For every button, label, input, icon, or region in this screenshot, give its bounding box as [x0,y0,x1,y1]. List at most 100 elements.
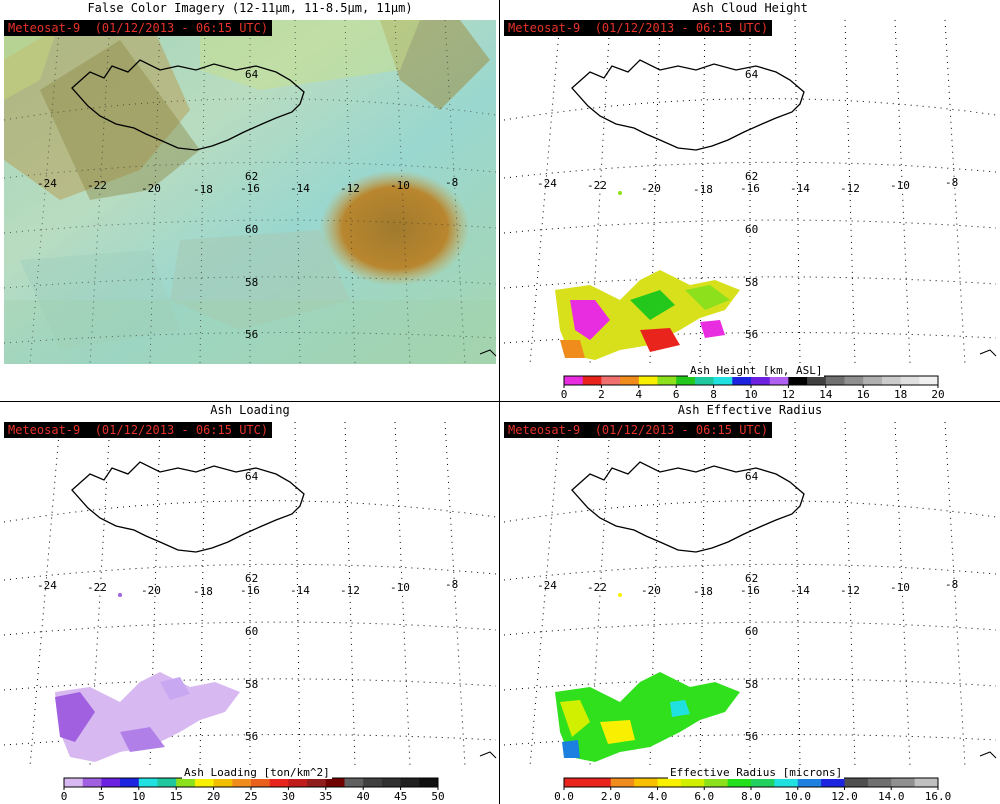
lon-label: -16 [240,182,260,195]
lon-label: -24 [37,579,57,592]
panel-title: Ash Effective Radius [677,403,823,417]
ash-radius-panel: 0.0 2.0 4.0 6.0 8.0 10.0 12.0 14.0 16.0 Ash Effe… [500,402,1000,804]
lat-label: 58 [745,678,759,691]
panel-divider-vertical [499,0,500,804]
colorbar-tick-label: 2.0 [601,790,621,803]
colorbar-swatch [676,376,696,385]
colorbar-tick-label: 8.0 [741,790,761,803]
colorbar-tick-label: 2 [598,388,605,401]
colorbar-swatch [919,376,939,385]
colorbar-tick-label: 14 [819,388,833,401]
colorbar-label: Ash Loading [ton/km^2] [182,766,332,779]
colorbar-swatch [269,778,289,787]
colorbar-swatch [844,778,869,787]
lon-label: -12 [340,182,360,195]
colorbar-swatch [788,376,808,385]
colorbar-swatch [774,778,799,787]
colorbar-swatch [680,778,705,787]
colorbar-swatch [564,778,588,787]
lat-label: 60 [245,625,259,638]
ash-radius-map: 0.0 2.0 4.0 6.0 8.0 10.0 12.0 14.0 16.0 [503,421,997,803]
lon-label: -22 [587,581,607,594]
satellite-time-badge: Meteosat-9 (01/12/2013 - 06:15 UTC) [4,20,273,36]
colorbar-swatch [821,778,845,787]
lon-label: -12 [840,182,860,195]
lat-label: 56 [745,730,759,743]
iceland-outline [71,59,305,151]
ash-loading-panel: 0 5 10 15 20 25 30 35 40 45 50 Ash Loading Meteosa… [0,402,500,804]
colorbar-swatch [751,376,771,385]
lon-label: -8 [945,578,959,591]
colorbar-swatch [863,376,883,385]
iceland-outline [71,461,305,553]
colorbar-swatch [288,778,308,787]
colorbar-tick-label: 4 [635,388,642,401]
colorbar-swatch [751,778,775,787]
lon-label: -22 [87,179,107,192]
colorbar-swatch [82,778,102,787]
colorbar-tick-label: 20 [931,388,944,401]
graticule [503,19,997,365]
lon-label: -14 [790,182,810,195]
lat-label: 62 [745,170,759,183]
satellite-time-badge: Meteosat-9 (01/12/2013 - 06:15 UTC) [4,422,273,438]
colorbar-swatch [638,376,658,385]
lat-label: 56 [245,328,259,341]
colorbar-tick-label: 10 [744,388,757,401]
colorbar-tick-label: 0.0 [554,790,574,803]
colorbar-tick-label: 16.0 [925,790,952,803]
colorbar: 0 2 4 6 8 10 12 14 16 18 20 [561,375,945,401]
satellite-time-badge: Meteosat-9 (01/12/2013 - 06:15 UTC) [504,422,773,438]
lon-label: -10 [890,179,910,192]
colorbar-swatch [727,778,752,787]
faroe-islands [979,349,997,357]
colorbar-swatch [400,778,420,787]
colorbar-swatch [64,778,84,787]
lon-label: -20 [141,584,161,597]
lon-label: -14 [790,584,810,597]
colorbar-swatch [157,778,177,787]
colorbar-swatch [120,778,140,787]
lon-label: -18 [693,183,713,196]
colorbar-tick-label: 12 [782,388,795,401]
colorbar-swatch [900,376,920,385]
graticule [3,421,497,767]
colorbar-swatch [194,778,215,787]
graticule [3,19,497,365]
lat-label: 56 [245,730,259,743]
lat-label: 62 [245,170,259,183]
panel-title: False Color Imagery (12-11μm, 11-8.5μm, … [87,1,413,15]
colorbar-swatch [713,376,733,385]
colorbar-tick-label: 4.0 [648,790,668,803]
lat-label: 60 [745,625,759,638]
lon-label: -16 [740,182,760,195]
lat-label: 58 [245,276,259,289]
lon-label: -20 [141,182,161,195]
colorbar-swatch [419,778,439,787]
colorbar-swatch [101,778,121,787]
ash-height-map: 0 2 4 6 8 10 12 14 16 18 20 [503,19,997,401]
iceland-outline [571,461,805,553]
colorbar-swatch [825,376,845,385]
colorbar-tick-label: 0 [561,388,568,401]
ash-plume [555,191,740,360]
colorbar: 0 5 10 15 20 25 30 35 40 45 50 [61,777,445,803]
lon-label: -22 [87,581,107,594]
lon-label: -8 [445,176,459,189]
colorbar-tick-label: 50 [431,790,444,803]
lat-label: 64 [245,470,259,483]
false-color-panel: False Color Imagery (12-11μm, 11-8.5μm, … [0,0,500,402]
colorbar-swatch [344,778,364,787]
colorbar-swatch [694,376,715,385]
lon-label: -24 [537,579,557,592]
ash-plume [55,593,240,762]
colorbar-swatch [307,778,327,787]
lat-label: 64 [245,68,259,81]
colorbar-tick-label: 16 [857,388,870,401]
colorbar-swatch [704,778,729,787]
colorbar-swatch [844,376,864,385]
satellite-time-badge: Meteosat-9 (01/12/2013 - 06:15 UTC) [504,20,773,36]
colorbar-swatch [564,376,584,385]
lon-label: -16 [740,584,760,597]
lon-label: -22 [587,179,607,192]
